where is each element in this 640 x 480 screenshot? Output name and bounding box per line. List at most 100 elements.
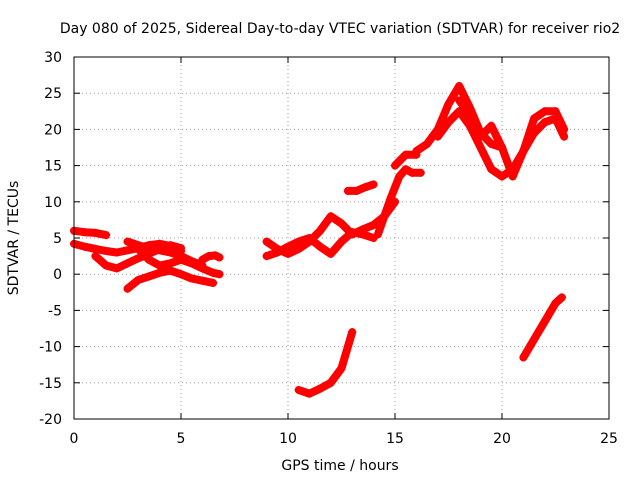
data-point bbox=[476, 132, 485, 141]
data-point bbox=[326, 378, 335, 387]
data-point bbox=[343, 342, 352, 351]
data-point bbox=[155, 268, 164, 277]
y-tick-label: -15 bbox=[39, 376, 62, 392]
series-arc2 bbox=[70, 226, 111, 240]
data-point bbox=[560, 132, 569, 141]
data-point bbox=[91, 252, 100, 261]
x-tick-label: 5 bbox=[177, 431, 186, 447]
data-point bbox=[166, 266, 175, 275]
data-point bbox=[540, 118, 549, 127]
data-point bbox=[316, 242, 325, 251]
data-point bbox=[551, 107, 560, 116]
data-point bbox=[551, 299, 560, 308]
data-point bbox=[211, 251, 220, 260]
data-point bbox=[134, 275, 143, 284]
data-point bbox=[348, 228, 357, 237]
data-point bbox=[187, 257, 196, 266]
data-point bbox=[386, 194, 395, 203]
series-arc9 bbox=[262, 228, 378, 261]
data-point bbox=[337, 237, 346, 246]
data-point bbox=[530, 114, 539, 123]
data-point bbox=[348, 328, 357, 337]
y-tick-label: 20 bbox=[44, 122, 62, 138]
data-point bbox=[144, 272, 153, 281]
x-tick-label: 10 bbox=[279, 431, 297, 447]
data-point bbox=[123, 237, 132, 246]
y-tick-label: 30 bbox=[44, 50, 62, 66]
data-point bbox=[166, 241, 175, 250]
y-tick-label: -10 bbox=[39, 340, 62, 356]
data-point bbox=[80, 242, 89, 251]
data-point bbox=[337, 364, 346, 373]
data-point bbox=[433, 132, 442, 141]
series-arc7 bbox=[198, 251, 224, 264]
data-point bbox=[401, 150, 410, 159]
data-point bbox=[262, 237, 271, 246]
data-point bbox=[540, 317, 549, 326]
data-point bbox=[284, 249, 292, 258]
data-point bbox=[91, 244, 100, 253]
data-point bbox=[416, 168, 425, 177]
data-point bbox=[294, 237, 303, 246]
data-point bbox=[455, 107, 464, 116]
series-arc11 bbox=[373, 165, 425, 239]
data-point bbox=[476, 143, 485, 152]
data-point bbox=[326, 249, 335, 258]
data-point bbox=[177, 270, 185, 279]
data-point bbox=[123, 246, 132, 255]
data-point bbox=[123, 259, 132, 268]
x-tick-label: 20 bbox=[493, 431, 511, 447]
data-point bbox=[209, 278, 218, 287]
plot-frame bbox=[73, 56, 610, 420]
data-point bbox=[305, 234, 314, 242]
x-axis-label: GPS time / hours bbox=[281, 458, 398, 474]
data-point bbox=[487, 121, 496, 130]
data-point bbox=[177, 244, 185, 253]
data-point bbox=[316, 226, 325, 235]
series-trace bbox=[70, 226, 111, 240]
data-point bbox=[134, 241, 143, 250]
data-point bbox=[408, 168, 417, 177]
data-point bbox=[187, 274, 196, 283]
grid-lines bbox=[74, 57, 609, 419]
data-point bbox=[455, 96, 464, 105]
data-point bbox=[198, 255, 207, 264]
data-point bbox=[369, 220, 378, 229]
data-point bbox=[155, 261, 164, 270]
data-point bbox=[284, 242, 292, 251]
data-point bbox=[177, 252, 185, 261]
data-point bbox=[373, 230, 382, 239]
y-tick-label: -5 bbox=[48, 303, 62, 319]
series-trace bbox=[343, 180, 378, 195]
data-point bbox=[423, 139, 432, 148]
data-point bbox=[352, 186, 361, 195]
x-tick-label: 0 bbox=[70, 431, 79, 447]
data-point bbox=[112, 248, 121, 257]
data-point bbox=[557, 293, 566, 302]
data-point bbox=[487, 139, 496, 148]
data-point bbox=[498, 172, 506, 181]
data-point bbox=[444, 118, 453, 127]
series-trace bbox=[294, 328, 357, 398]
series-arc4 bbox=[123, 266, 218, 293]
data-point bbox=[166, 248, 175, 257]
series-arc17 bbox=[519, 293, 566, 362]
data-point bbox=[123, 284, 132, 293]
data-point bbox=[519, 353, 528, 362]
data-point bbox=[294, 386, 303, 395]
data-point bbox=[134, 254, 143, 263]
data-point bbox=[102, 231, 111, 240]
chart-title: Day 080 of 2025, Sidereal Day-to-day VTE… bbox=[60, 21, 620, 37]
data-point bbox=[305, 389, 314, 398]
series-arc6 bbox=[123, 237, 207, 270]
data-point bbox=[316, 384, 325, 393]
data-point bbox=[112, 264, 121, 273]
data-point bbox=[155, 246, 164, 255]
data-point bbox=[80, 228, 89, 237]
data-point bbox=[369, 180, 378, 189]
y-tick-label: 15 bbox=[44, 159, 62, 175]
data-point bbox=[337, 219, 346, 228]
data-point bbox=[91, 228, 100, 237]
series-trace bbox=[412, 82, 506, 156]
data-point bbox=[444, 100, 453, 109]
